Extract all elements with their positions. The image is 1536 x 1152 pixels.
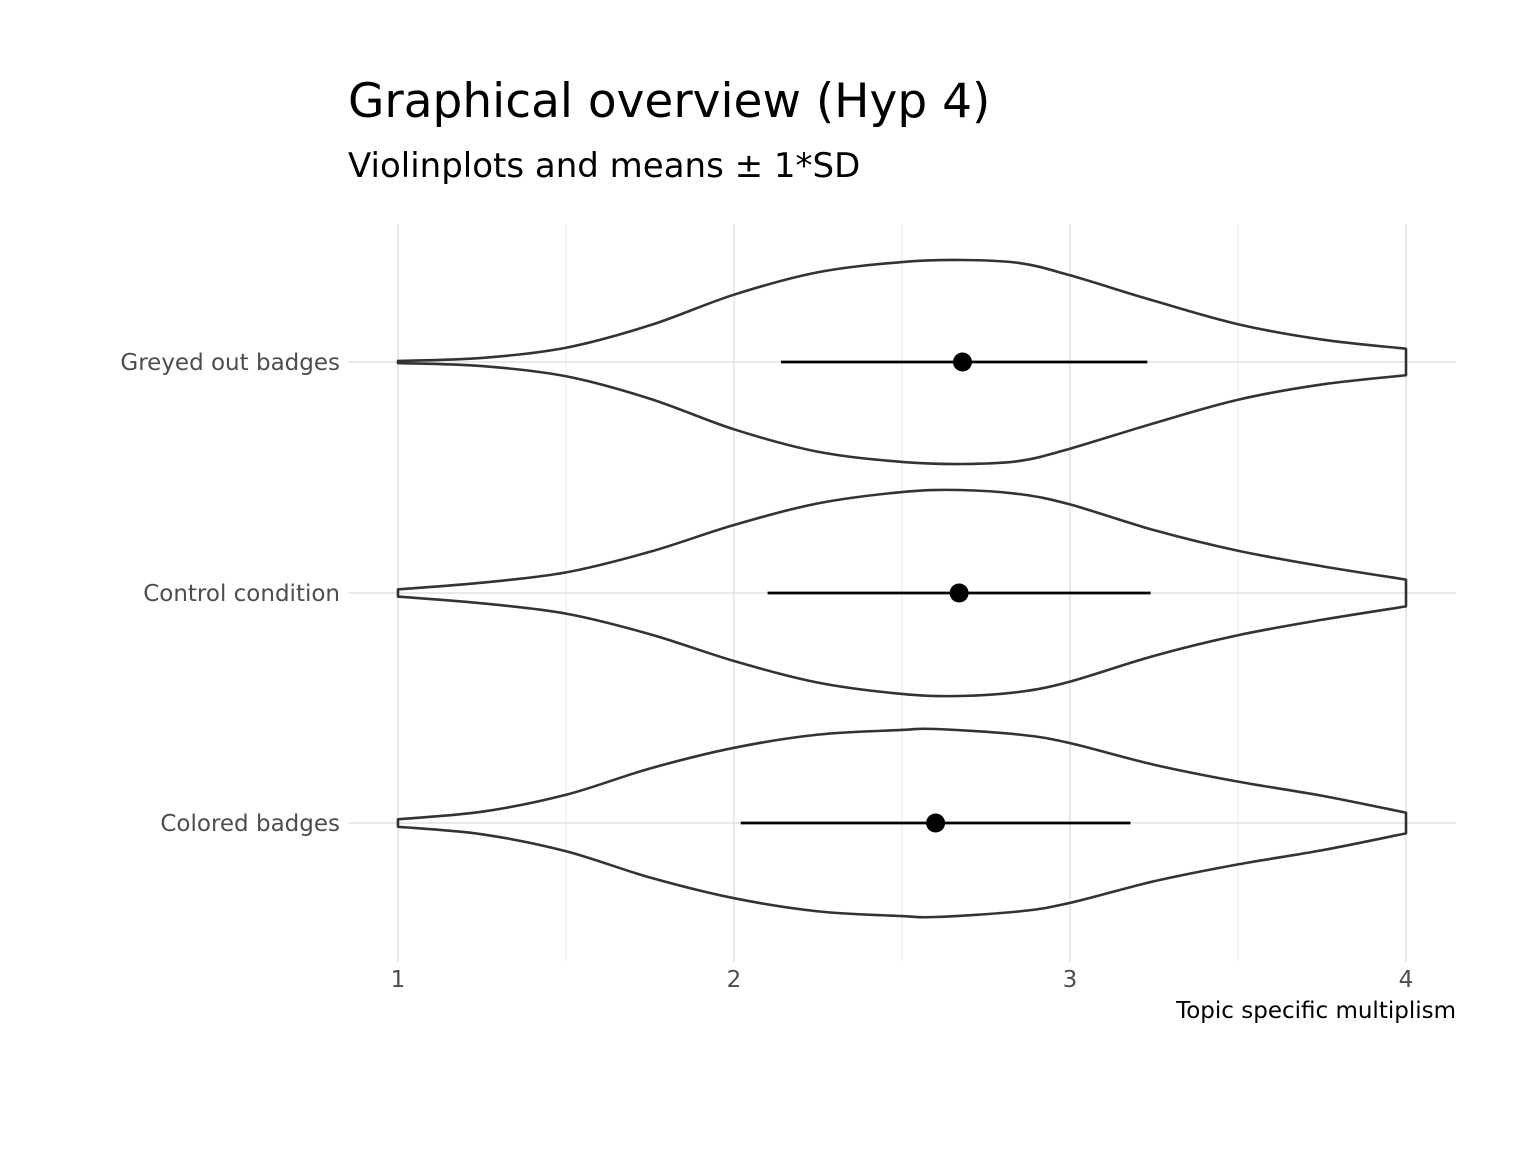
x-tick-label: 2: [727, 967, 742, 993]
mean-point: [952, 352, 972, 372]
y-tick-label: Colored badges: [160, 811, 340, 837]
x-axis-labels: 1 2 3 4: [391, 967, 1414, 993]
violin-layer: [396, 258, 1408, 919]
summary-layer: [740, 352, 1151, 833]
violin-shape: [396, 488, 1408, 698]
x-tick-label: 4: [1399, 967, 1414, 993]
mean-point: [926, 813, 946, 833]
mean-point: [949, 583, 969, 603]
violin-shape: [396, 258, 1408, 466]
y-tick-label: Greyed out badges: [120, 350, 340, 376]
x-tick-label: 3: [1063, 967, 1078, 993]
chart-subtitle: Violinplots and means ± 1*SD: [348, 146, 860, 186]
x-axis-title: Topic specific multiplism: [1175, 998, 1456, 1024]
violin-shape: [396, 727, 1408, 919]
chart-title: Graphical overview (Hyp 4): [348, 74, 990, 129]
y-tick-label: Control condition: [143, 581, 340, 607]
x-tick-label: 1: [391, 967, 406, 993]
y-axis-labels: Greyed out badges Control condition Colore…: [120, 350, 340, 837]
